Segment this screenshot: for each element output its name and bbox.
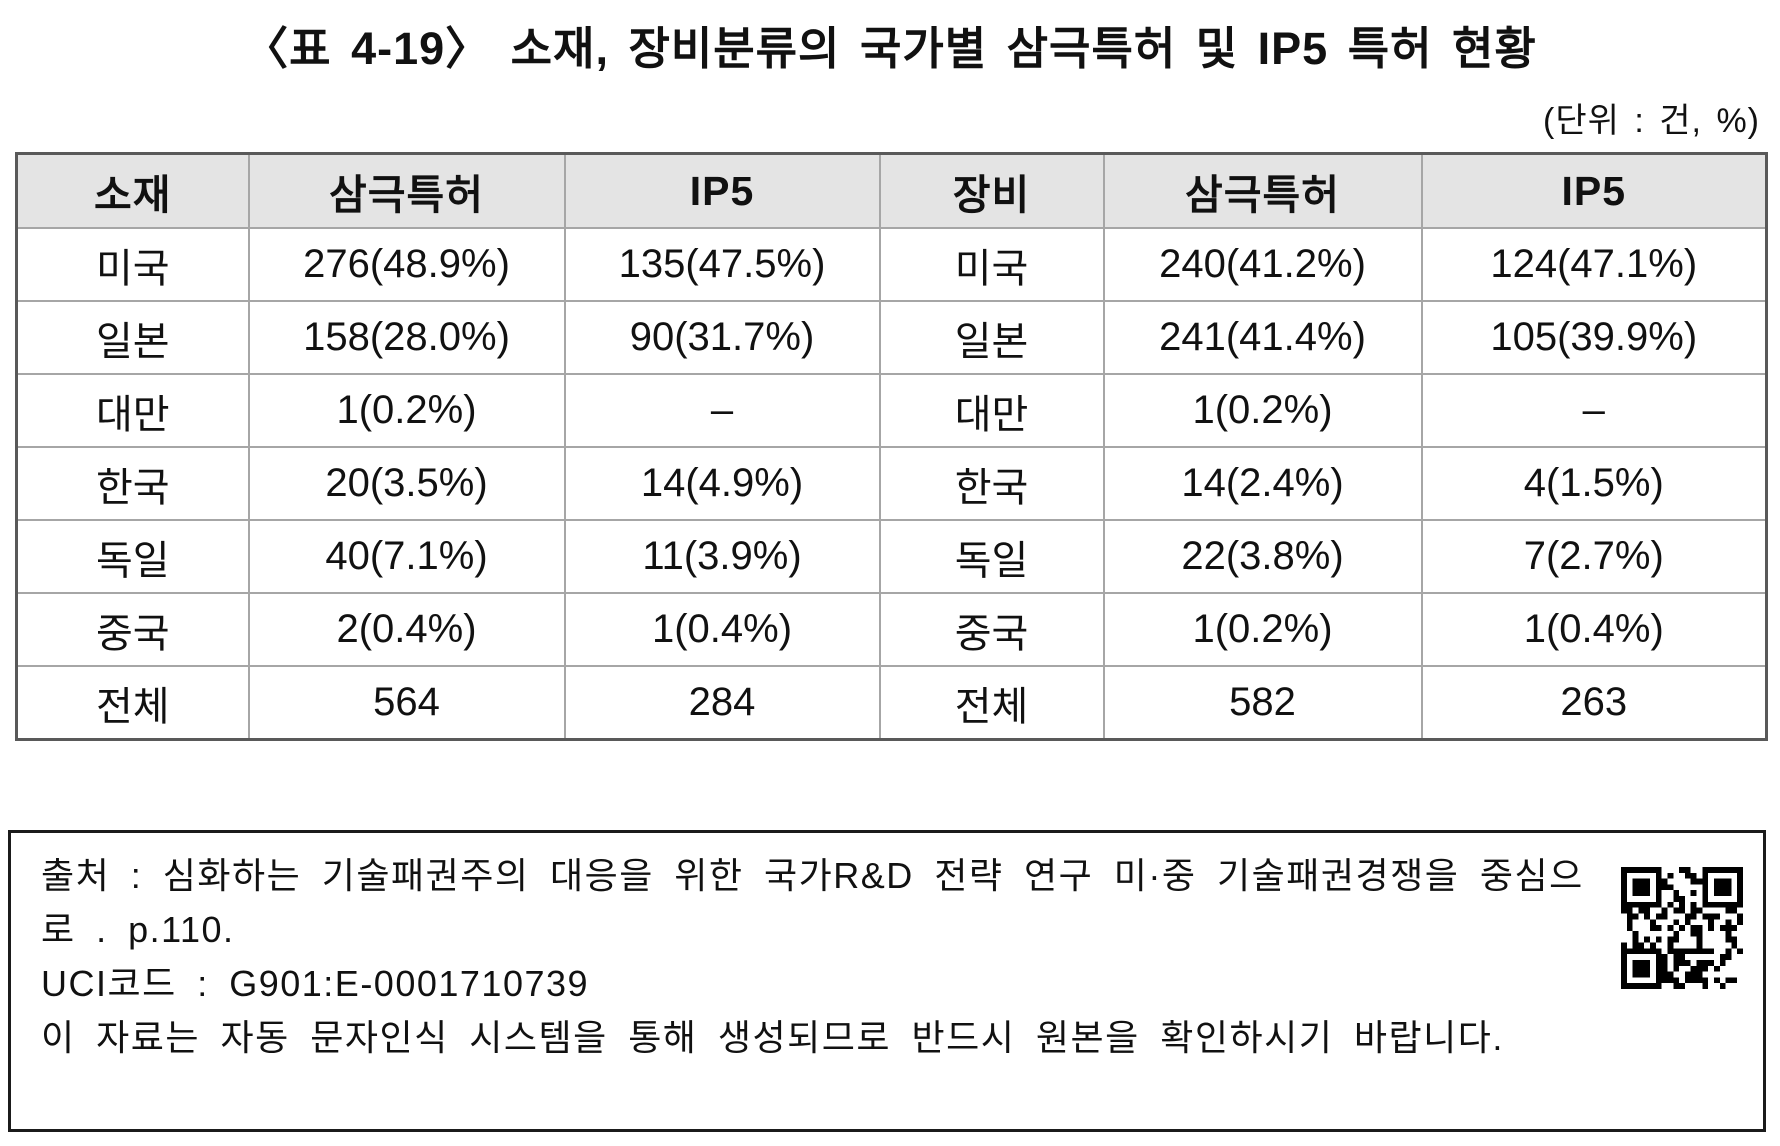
page-title: 〈표 4-19〉 소재, 장비분류의 국가별 삼극특허 및 IP5 특허 현황 (243, 23, 1537, 74)
cell-country: 독일 (878, 519, 1105, 594)
column-header-triadic-equipment: 삼극특허 (1102, 152, 1423, 229)
table-row-japan: 일본 158(28.0%) 90(31.7%) 일본 241(41.4%) 10… (15, 300, 1768, 375)
cell-value: 7(2.7%) (1420, 519, 1768, 594)
cell-country: 중국 (878, 592, 1105, 667)
qr-code-icon (1617, 867, 1747, 989)
cell-country: 미국 (15, 227, 250, 302)
cell-value: 1(0.2%) (1102, 373, 1423, 448)
cell-value: 1(0.2%) (247, 373, 566, 448)
cell-country: 대만 (15, 373, 250, 448)
column-header-equipment: 장비 (878, 152, 1105, 229)
cell-value: 22(3.8%) (1102, 519, 1423, 594)
table-row-korea: 한국 20(3.5%) 14(4.9%) 한국 14(2.4%) 4(1.5%) (15, 446, 1768, 521)
cell-value: 14(4.9%) (563, 446, 881, 521)
cell-value: 1(0.4%) (563, 592, 881, 667)
cell-value: 582 (1102, 665, 1423, 741)
column-header-ip5-equipment: IP5 (1420, 152, 1768, 229)
source-text: 출처 : 심화하는 기술패권주의 대응을 위한 국가R&D 전략 연구 미·중 … (41, 855, 1584, 950)
cell-country: 미국 (878, 227, 1105, 302)
cell-value: 20(3.5%) (247, 446, 566, 521)
source-footer-box: 출처 : 심화하는 기술패권주의 대응을 위한 국가R&D 전략 연구 미·중 … (8, 830, 1766, 1132)
cell-value: 564 (247, 665, 566, 741)
cell-value: 284 (563, 665, 881, 741)
cell-value: – (563, 373, 881, 448)
table-row-usa: 미국 276(48.9%) 135(47.5%) 미국 240(41.2%) 1… (15, 227, 1768, 302)
table-row-total: 전체 564 284 전체 582 263 (15, 665, 1768, 741)
column-header-material: 소재 (15, 152, 250, 229)
cell-country: 전체 (15, 665, 250, 741)
cell-value: 241(41.4%) (1102, 300, 1423, 375)
cell-value: 135(47.5%) (563, 227, 881, 302)
cell-value: 1(0.4%) (1420, 592, 1768, 667)
cell-value: 1(0.2%) (1102, 592, 1423, 667)
table-row-germany: 독일 40(7.1%) 11(3.9%) 독일 22(3.8%) 7(2.7%) (15, 519, 1768, 594)
cell-value: 11(3.9%) (563, 519, 881, 594)
uci-code-line: UCI코드 : G901:E-0001710739 (41, 963, 590, 1004)
ocr-notice-line: 이 자료는 자동 문자인식 시스템을 통해 생성되므로 반드시 원본을 확인하시… (41, 1017, 1504, 1058)
cell-country: 대만 (878, 373, 1105, 448)
source-paragraph: 출처 : 심화하는 기술패권주의 대응을 위한 국가R&D 전략 연구 미·중 … (41, 849, 1749, 989)
unit-note: (단위 : 건, %) (1543, 102, 1760, 140)
cell-country: 독일 (15, 519, 250, 594)
cell-value: 158(28.0%) (247, 300, 566, 375)
cell-value: 263 (1420, 665, 1768, 741)
cell-country: 일본 (878, 300, 1105, 375)
cell-country: 일본 (15, 300, 250, 375)
cell-country: 한국 (15, 446, 250, 521)
cell-value: 124(47.1%) (1420, 227, 1768, 302)
column-header-ip5-material: IP5 (563, 152, 881, 229)
table-header-row: 소재 삼극특허 IP5 장비 삼극특허 IP5 (15, 152, 1768, 229)
cell-value: 4(1.5%) (1420, 446, 1768, 521)
patent-table: 소재 삼극특허 IP5 장비 삼극특허 IP5 미국 276(48.9%) 13… (15, 152, 1768, 741)
cell-value: 240(41.2%) (1102, 227, 1423, 302)
cell-value: 2(0.4%) (247, 592, 566, 667)
cell-value: – (1420, 373, 1768, 448)
cell-value: 105(39.9%) (1420, 300, 1768, 375)
table-row-taiwan: 대만 1(0.2%) – 대만 1(0.2%) – (15, 373, 1768, 448)
cell-country: 중국 (15, 592, 250, 667)
table-row-china: 중국 2(0.4%) 1(0.4%) 중국 1(0.2%) 1(0.4%) (15, 592, 1768, 667)
cell-country: 전체 (878, 665, 1105, 741)
cell-value: 40(7.1%) (247, 519, 566, 594)
cell-value: 14(2.4%) (1102, 446, 1423, 521)
column-header-triadic-material: 삼극특허 (247, 152, 566, 229)
cell-country: 한국 (878, 446, 1105, 521)
cell-value: 276(48.9%) (247, 227, 566, 302)
cell-value: 90(31.7%) (563, 300, 881, 375)
